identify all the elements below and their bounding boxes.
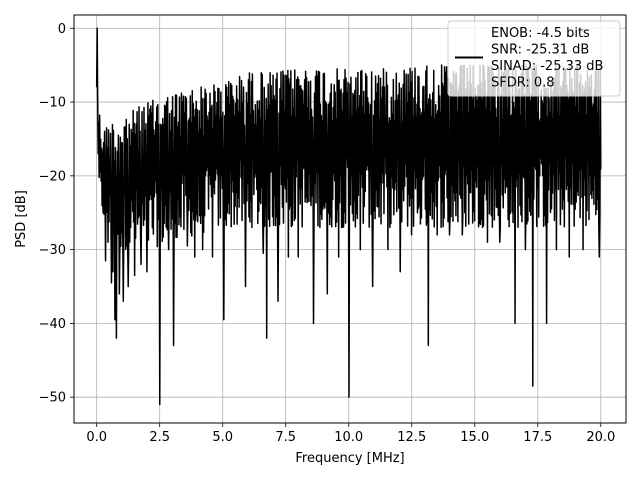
y-tick-label: 0 — [58, 22, 66, 37]
legend-entry: ENOB: -4.5 bits SNR: -25.31 dB SINAD: -25.… — [491, 26, 603, 91]
x-axis: 0.0 2.5 5.0 7.5 10.0 12.5 15.0 17.5 20.0 — [86, 423, 615, 445]
y-tick-label: −20 — [39, 169, 66, 184]
y-axis-label: PSD [dB] — [14, 190, 29, 248]
x-tick-label: 12.5 — [397, 430, 426, 445]
x-tick-label: 7.5 — [275, 430, 296, 445]
x-tick-label: 17.5 — [523, 430, 552, 445]
x-tick-label: 15.0 — [460, 430, 489, 445]
y-axis: 0 −10 −20 −30 −40 −50 — [39, 22, 74, 406]
legend-box — [447, 20, 621, 97]
plot-area — [95, 27, 602, 406]
legend: ENOB: -4.5 bits SNR: -25.31 dB SINAD: -25.… — [447, 20, 621, 97]
axes-frame — [73, 14, 627, 424]
y-tick-label: −30 — [39, 243, 66, 258]
psd-series-line — [95, 27, 602, 406]
x-tick-label: 5.0 — [212, 430, 233, 445]
x-tick-label: 2.5 — [149, 430, 170, 445]
x-tick-label: 20.0 — [586, 430, 615, 445]
y-tick-label: −10 — [39, 96, 66, 111]
y-tick-label: −40 — [39, 317, 66, 332]
x-axis-label: Frequency [MHz] — [295, 451, 404, 466]
x-tick-label: 10.0 — [334, 430, 363, 445]
y-tick-label: −50 — [39, 391, 66, 406]
x-tick-label: 0.0 — [86, 430, 107, 445]
